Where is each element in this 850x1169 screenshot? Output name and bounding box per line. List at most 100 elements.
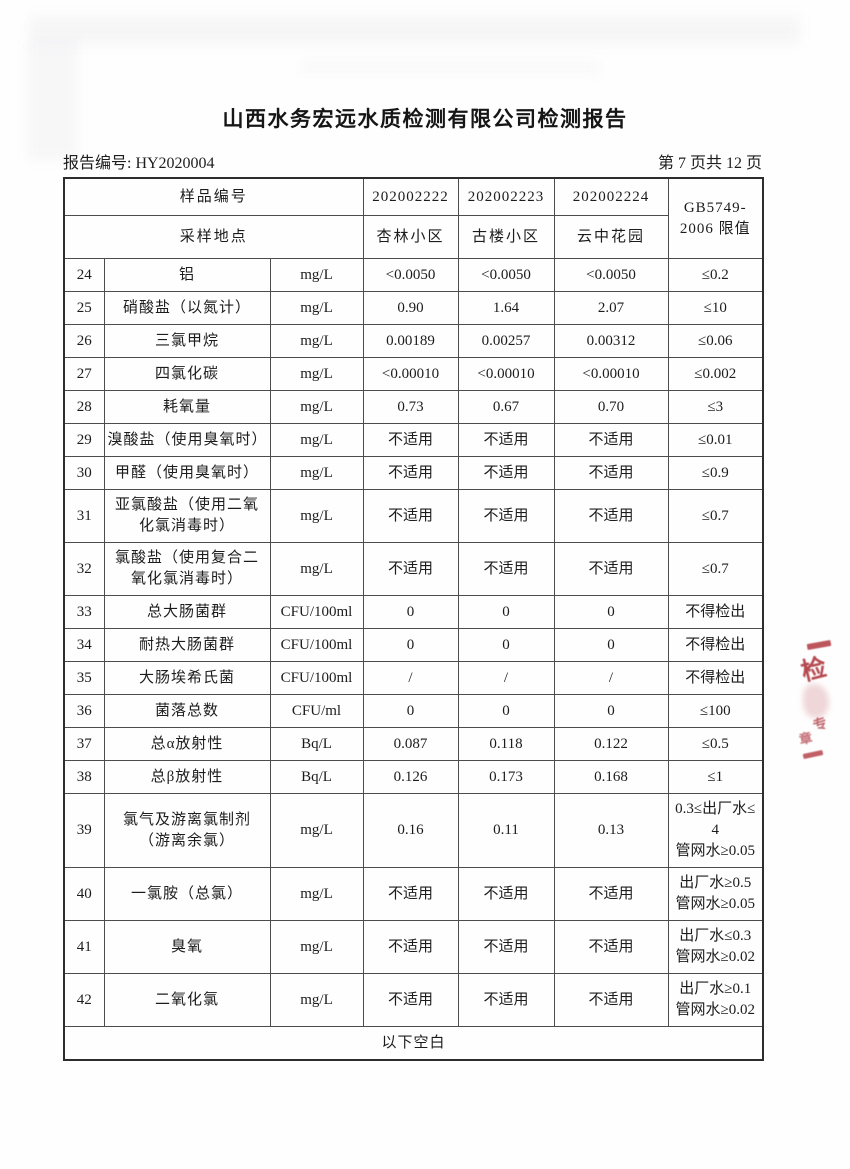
blank-row: 以下空白: [63, 1026, 764, 1061]
value-3: 0.168: [553, 760, 669, 794]
value-3: 0.122: [553, 727, 669, 761]
parameter-name: 氯酸盐（使用复合二 氧化氯消毒时）: [103, 542, 271, 596]
limit: ≤0.7: [667, 542, 764, 596]
value-2: 0.67: [457, 390, 555, 424]
row-number: 32: [63, 542, 105, 596]
parameter-name: 氯气及游离氯制剂 （游离余氯）: [103, 793, 271, 868]
value-2: 不适用: [457, 456, 555, 490]
value-1: <0.0050: [362, 258, 459, 292]
value-2: 0.173: [457, 760, 555, 794]
red-stamp: 检 专 章: [795, 636, 843, 766]
value-3: 0: [553, 628, 669, 662]
parameter-name: 菌落总数: [103, 694, 271, 728]
stamp-character: 检: [798, 654, 830, 687]
unit: mg/L: [269, 793, 364, 868]
limit: ≤100: [667, 694, 764, 728]
value-3: /: [553, 661, 669, 695]
results-table: 样品编号 202002222 202002223 202002224 GB574…: [63, 177, 764, 1061]
unit: mg/L: [269, 542, 364, 596]
value-1: 不适用: [362, 920, 459, 974]
table-body: 24 铝 mg/L <0.0050 <0.0050 <0.0050 ≤0.2 25 硝酸盐（以氮…: [63, 258, 764, 1027]
row-number: 29: [63, 423, 105, 457]
value-1: <0.00010: [362, 357, 459, 391]
header-row-sample-no: 样品编号 202002222 202002223 202002224 GB574…: [63, 177, 764, 259]
unit: mg/L: [269, 324, 364, 358]
sample-id-1: 202002222: [362, 177, 459, 216]
parameter-name: 三氯甲烷: [103, 324, 271, 358]
table-row: 42 二氧化氯 mg/L 不适用 不适用 不适用 出厂水≥0.1 管网水≥0.02: [63, 973, 764, 1027]
table-row: 34 耐热大肠菌群 CFU/100ml 0 0 0 不得检出: [63, 628, 764, 662]
value-3: 0: [553, 595, 669, 629]
limit: 不得检出: [667, 661, 764, 695]
sample-no-label: 样品编号: [63, 177, 364, 216]
unit: CFU/ml: [269, 694, 364, 728]
value-3: 0.00312: [553, 324, 669, 358]
row-number: 27: [63, 357, 105, 391]
value-1: 不适用: [362, 867, 459, 921]
sample-id-2: 202002223: [457, 177, 555, 216]
row-number: 35: [63, 661, 105, 695]
unit: mg/L: [269, 390, 364, 424]
limit: 不得检出: [667, 595, 764, 629]
value-1: 0.126: [362, 760, 459, 794]
table-row: 32 氯酸盐（使用复合二 氧化氯消毒时） mg/L 不适用 不适用 不适用 ≤0.7: [63, 542, 764, 596]
value-3: <0.00010: [553, 357, 669, 391]
unit: CFU/100ml: [269, 628, 364, 662]
parameter-name: 亚氯酸盐（使用二氧 化氯消毒时）: [103, 489, 271, 543]
value-3: 0: [553, 694, 669, 728]
unit: Bq/L: [269, 727, 364, 761]
unit: mg/L: [269, 920, 364, 974]
stamp-character: 章: [797, 729, 814, 748]
value-1: 0: [362, 595, 459, 629]
value-1: 0.087: [362, 727, 459, 761]
value-3: 不适用: [553, 867, 669, 921]
parameter-name: 二氧化氯: [103, 973, 271, 1027]
limit: 出厂水≤0.3 管网水≥0.02: [667, 920, 764, 974]
parameter-name: 耐热大肠菌群: [103, 628, 271, 662]
report-meta: 报告编号: HY2020004 第 7 页共 12 页: [63, 149, 762, 173]
table-row: 33 总大肠菌群 CFU/100ml 0 0 0 不得检出: [63, 595, 764, 629]
value-1: 不适用: [362, 456, 459, 490]
value-2: 不适用: [457, 867, 555, 921]
value-2: 0: [457, 694, 555, 728]
value-2: 不适用: [457, 920, 555, 974]
scan-noise: [300, 60, 600, 74]
scan-noise: [30, 16, 800, 44]
value-1: 0.73: [362, 390, 459, 424]
parameter-name: 甲醛（使用臭氧时）: [103, 456, 271, 490]
value-3: 不适用: [553, 489, 669, 543]
parameter-name: 硝酸盐（以氮计）: [103, 291, 271, 325]
stamp-ink-smudge: [803, 684, 829, 718]
table-row: 25 硝酸盐（以氮计） mg/L 0.90 1.64 2.07 ≤10: [63, 291, 764, 325]
limit: ≤0.01: [667, 423, 764, 457]
parameter-name: 总大肠菌群: [103, 595, 271, 629]
value-2: 不适用: [457, 973, 555, 1027]
value-3: 2.07: [553, 291, 669, 325]
sample-id-3: 202002224: [553, 177, 669, 216]
value-2: <0.00010: [457, 357, 555, 391]
limit: ≤3: [667, 390, 764, 424]
parameter-name: 大肠埃希氏菌: [103, 661, 271, 695]
value-3: 不适用: [553, 542, 669, 596]
table-row: 40 一氯胺（总氯） mg/L 不适用 不适用 不适用 出厂水≥0.5 管网水≥0.05: [63, 867, 764, 921]
parameter-name: 耗氧量: [103, 390, 271, 424]
unit: mg/L: [269, 489, 364, 543]
value-2: 1.64: [457, 291, 555, 325]
value-2: 0.118: [457, 727, 555, 761]
limit: ≤0.06: [667, 324, 764, 358]
header-row-location: 采样地点 杏林小区 古楼小区 云中花园: [63, 215, 763, 259]
stamp-edge-mark: [802, 749, 824, 760]
value-1: 0: [362, 628, 459, 662]
limit: ≤0.002: [667, 357, 764, 391]
value-2: 不适用: [457, 489, 555, 543]
value-1: 0: [362, 694, 459, 728]
table-header: 样品编号 202002222 202002223 202002224 GB574…: [63, 177, 764, 259]
table-row: 37 总α放射性 Bq/L 0.087 0.118 0.122 ≤0.5: [63, 727, 764, 761]
limit: ≤0.2: [667, 258, 764, 292]
value-2: 0: [457, 628, 555, 662]
limit: ≤10: [667, 291, 764, 325]
unit: Bq/L: [269, 760, 364, 794]
limit: 不得检出: [667, 628, 764, 662]
standard-limit-header: GB5749- 2006 限值: [667, 177, 764, 259]
value-3: <0.0050: [553, 258, 669, 292]
